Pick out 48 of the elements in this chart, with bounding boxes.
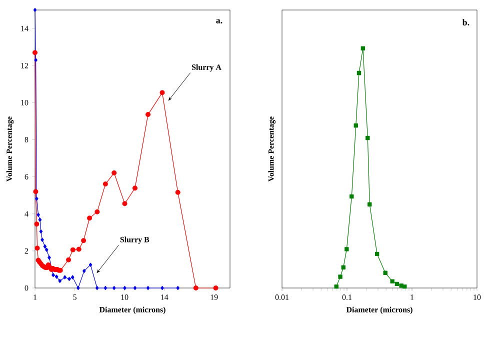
point — [39, 229, 43, 234]
point — [58, 278, 62, 284]
point — [146, 286, 150, 290]
point — [32, 50, 38, 56]
point — [176, 286, 180, 290]
point — [48, 256, 51, 260]
point — [87, 216, 92, 221]
point — [94, 209, 100, 214]
point — [88, 262, 92, 267]
point — [34, 58, 38, 62]
point — [33, 8, 37, 12]
point — [70, 247, 76, 252]
point — [63, 275, 66, 280]
point — [133, 286, 137, 290]
point — [81, 238, 86, 244]
point — [38, 218, 42, 222]
point — [40, 238, 44, 242]
point — [160, 286, 164, 290]
point — [112, 170, 117, 176]
point — [146, 112, 151, 118]
point — [68, 276, 71, 282]
point — [95, 286, 99, 290]
point — [33, 189, 38, 194]
point — [52, 272, 55, 278]
point — [102, 182, 108, 187]
point — [213, 286, 218, 290]
point — [45, 248, 48, 252]
point — [36, 212, 40, 217]
point — [122, 201, 128, 206]
point — [160, 90, 165, 96]
point — [54, 274, 58, 279]
point — [193, 286, 198, 290]
point — [76, 246, 82, 252]
point — [35, 196, 38, 201]
point — [123, 286, 126, 290]
point — [70, 275, 74, 280]
point — [112, 286, 116, 290]
annotation: a. — [216, 19, 222, 24]
text: b. — [462, 19, 470, 26]
point — [34, 246, 40, 251]
point — [82, 268, 86, 274]
point — [175, 190, 180, 195]
point — [104, 286, 108, 290]
point — [132, 186, 138, 191]
point — [76, 286, 80, 290]
point — [34, 222, 40, 227]
point — [43, 244, 47, 249]
point — [66, 257, 72, 262]
